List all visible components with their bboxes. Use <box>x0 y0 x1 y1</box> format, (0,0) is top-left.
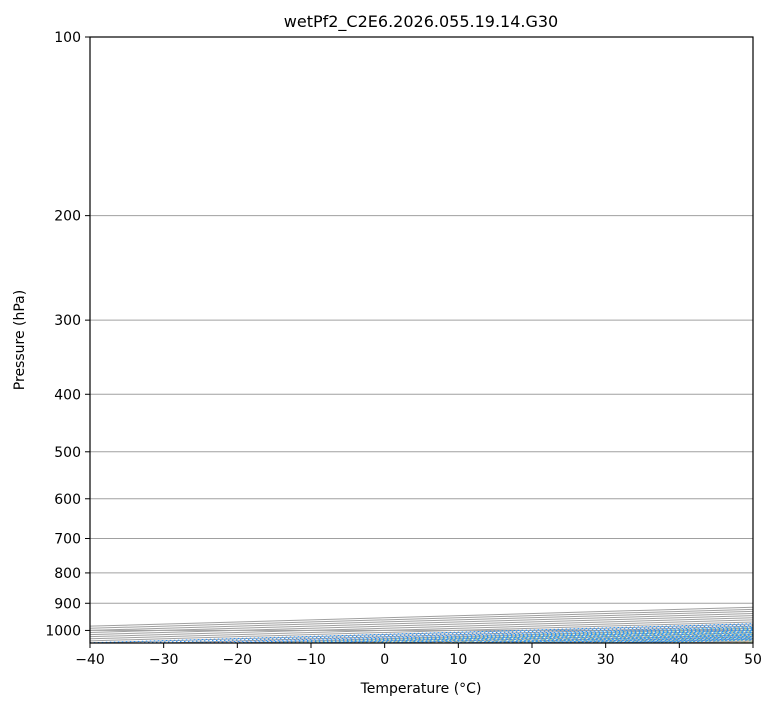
y-tick-label: 100 <box>54 30 81 46</box>
y-tick-label: 300 <box>54 313 81 329</box>
y-tick-label: 900 <box>54 596 81 612</box>
x-tick-label: −30 <box>149 652 179 668</box>
y-tick-label: 700 <box>54 532 81 548</box>
y-tick-label: 500 <box>54 445 81 461</box>
y-tick-label: 200 <box>54 209 81 225</box>
x-tick-label: −40 <box>75 652 105 668</box>
x-tick-label: 0 <box>380 652 389 668</box>
plot-frame <box>89 36 754 644</box>
x-tick-label: 50 <box>744 652 762 668</box>
axes: −40 −30 −20 −10 0 10 20 30 40 50 100 200 300 400 500 60… <box>45 30 762 668</box>
y-tick-label: 400 <box>54 387 81 403</box>
background-lines <box>90 37 753 643</box>
y-tick-label: 800 <box>54 566 81 582</box>
y-axis-label: Pressure (hPa) <box>12 290 28 390</box>
y-tick-label: 1000 <box>45 623 81 639</box>
x-tick-label: 10 <box>449 652 467 668</box>
y-tick-label: 600 <box>54 492 81 508</box>
x-tick-label: −10 <box>296 652 326 668</box>
x-tick-label: −20 <box>223 652 253 668</box>
x-axis-label: Temperature (°C) <box>360 681 482 697</box>
chart-title: wetPf2_C2E6.2026.055.19.14.G30 <box>284 12 558 32</box>
x-tick-label: 40 <box>670 652 688 668</box>
x-tick-label: 20 <box>523 652 541 668</box>
x-tick-label: 30 <box>597 652 615 668</box>
